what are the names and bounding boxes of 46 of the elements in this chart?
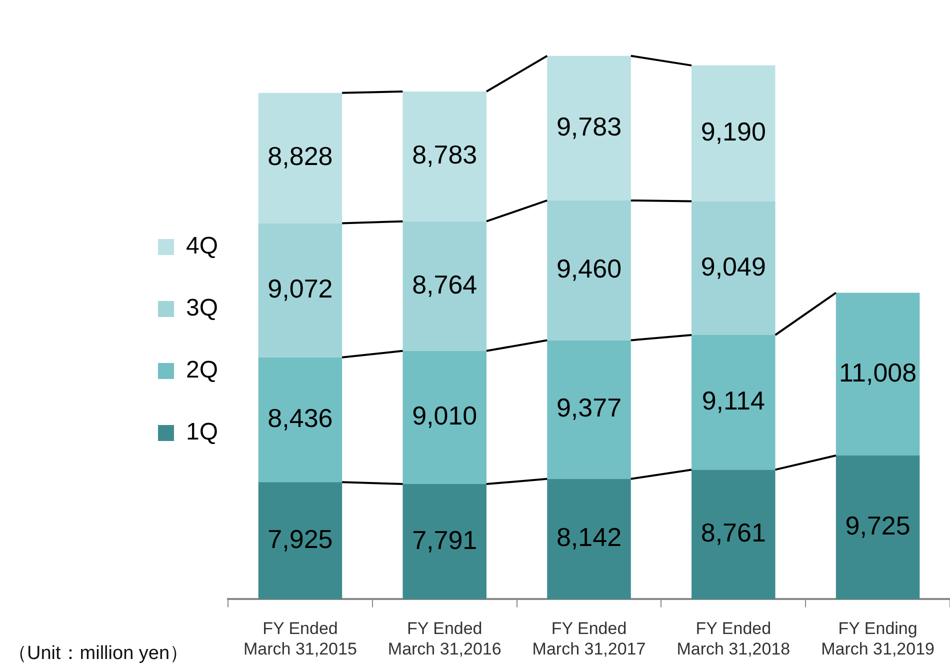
data-label: 11,008 [839,357,917,388]
x-tick-label: FY Ended March 31,2017 [532,619,646,658]
bar [258,92,342,224]
x-tick-label: FY Ended March 31,2016 [388,619,502,658]
data-label: 9,190 [700,116,766,147]
bar [402,221,486,351]
data-label: 9,725 [845,510,910,541]
bar [547,56,631,200]
text: （Unit：million yen） [8,642,189,666]
bar [692,201,776,336]
data-label: 7,791 [412,524,478,555]
data-label: 8,828 [268,141,333,172]
data-label: 8,761 [700,518,766,548]
data-label: 8,783 [412,140,478,170]
x-tick-label: FY Ending March 31,2019 [821,619,935,658]
bar [836,455,920,600]
bar [258,482,342,600]
bar [836,292,920,456]
data-label: 8,764 [412,269,478,300]
bar [402,350,486,484]
data-label: 9,377 [556,392,622,423]
legend-label: 1Q [186,418,218,446]
x-tick-label: FY Ended March 31,2018 [676,619,790,658]
bar [547,478,631,600]
legend-label: 3Q [186,294,218,322]
bar [547,340,631,479]
data-label: 7,925 [268,524,333,554]
bar [402,92,486,222]
legend-label: 4Q [186,232,218,260]
data-label: 9,072 [268,274,333,304]
data-label: 8,436 [268,402,333,433]
data-label: 9,114 [702,386,765,416]
bar [692,335,776,470]
bar [692,470,776,600]
bar [402,484,486,600]
data-label: 9,049 [700,251,766,282]
legend-label: 2Q [186,356,218,384]
data-label: 9,783 [556,111,622,142]
bar [258,223,342,358]
bar [692,65,776,202]
data-label: 9,460 [556,254,622,284]
bar [547,200,631,340]
x-tick-label: FY Ended March 31,2015 [244,619,357,658]
bar [258,357,342,482]
data-label: 8,142 [556,522,622,552]
data-label: 9,010 [412,400,478,431]
